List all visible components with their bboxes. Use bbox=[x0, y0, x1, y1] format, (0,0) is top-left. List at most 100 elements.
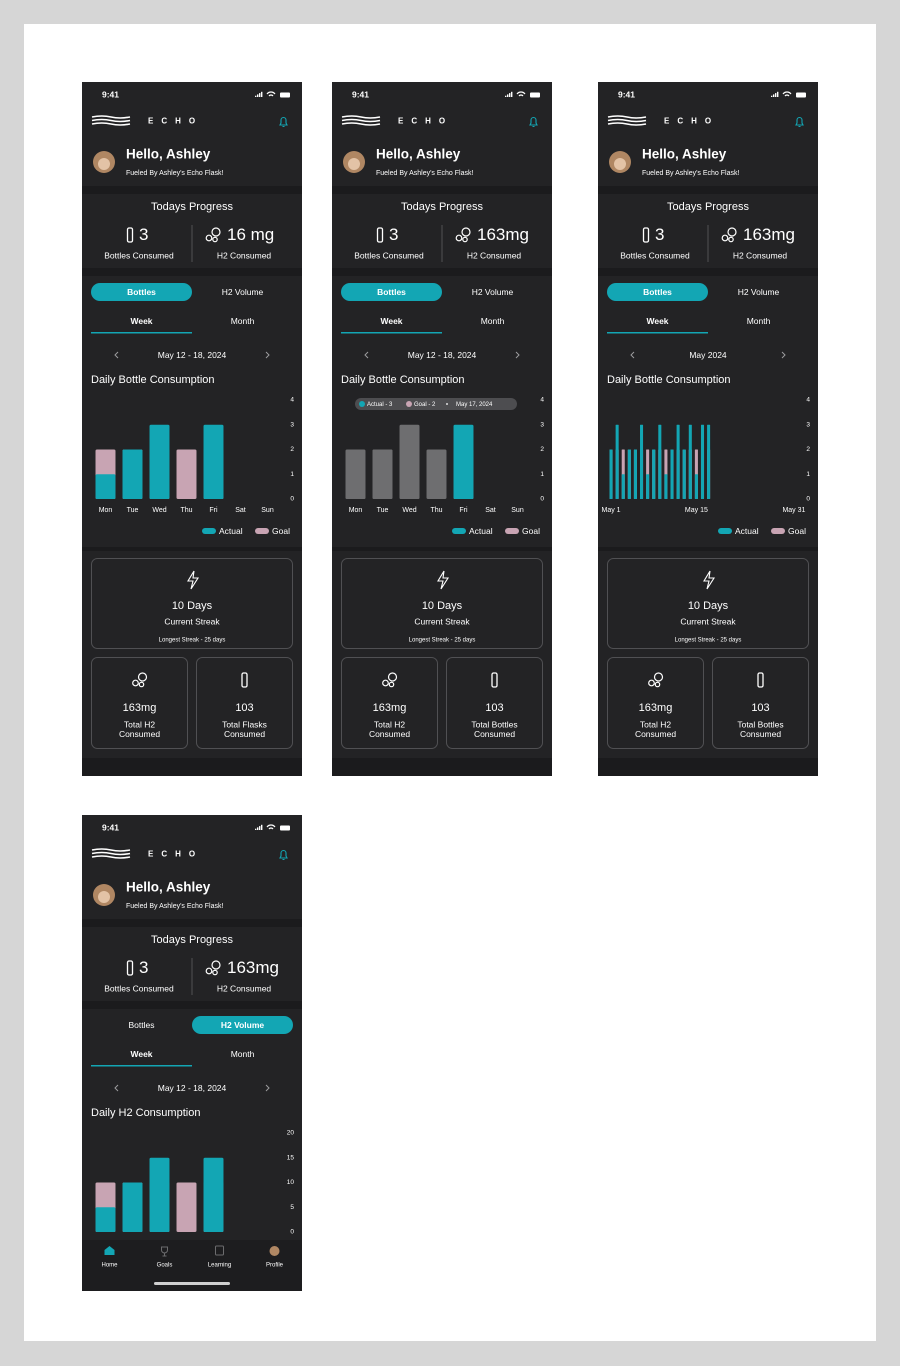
x-tick-label: Sun bbox=[261, 507, 274, 514]
brand: ECHO bbox=[664, 117, 719, 126]
bubble-icon bbox=[648, 679, 655, 687]
y-tick-label: 3 bbox=[540, 421, 544, 428]
stat-label: Total H2 bbox=[640, 719, 671, 729]
logo-wave bbox=[607, 118, 647, 123]
chart-title: Daily Bottle Consumption bbox=[91, 374, 215, 386]
bubble-icon bbox=[455, 234, 463, 242]
stat-label: Consumed bbox=[474, 729, 515, 739]
y-tick-label: 15 bbox=[287, 1154, 295, 1161]
h2-amount: 163mg bbox=[477, 225, 529, 244]
x-tick-label: Tue bbox=[377, 507, 389, 514]
y-tick-label: 0 bbox=[540, 496, 544, 503]
y-tick-label: 20 bbox=[287, 1130, 295, 1137]
battery-icon bbox=[796, 92, 806, 98]
tooltip-actual: Actual - 3 bbox=[367, 402, 393, 408]
period-label: Week bbox=[130, 316, 152, 326]
prev-arrow[interactable] bbox=[364, 351, 369, 359]
tab-pill[interactable] bbox=[607, 283, 708, 301]
bell-icon[interactable] bbox=[529, 116, 538, 128]
bottom-strip bbox=[332, 758, 552, 776]
bell-icon[interactable] bbox=[279, 116, 288, 128]
status-time: 9:41 bbox=[352, 89, 369, 99]
nav-label: Profile bbox=[266, 1263, 284, 1269]
y-tick-label: 5 bbox=[290, 1204, 294, 1211]
stat-label: Total Bottles bbox=[737, 719, 783, 729]
greeting-subtitle: Fueled By Ashley's Echo Flask! bbox=[126, 903, 223, 910]
tab-label: H2 Volume bbox=[738, 287, 780, 297]
y-tick-label: 2 bbox=[540, 446, 544, 453]
tab-pill[interactable] bbox=[341, 283, 442, 301]
tab-label: Bottles bbox=[377, 287, 406, 297]
next-arrow[interactable] bbox=[515, 351, 520, 359]
y-tick-label: 0 bbox=[290, 1229, 294, 1236]
bar bbox=[95, 1207, 116, 1232]
progress-title: Todays Progress bbox=[151, 201, 233, 213]
brand: ECHO bbox=[398, 117, 453, 126]
bell-icon[interactable] bbox=[795, 116, 804, 128]
prev-arrow[interactable] bbox=[630, 351, 635, 359]
section-divider bbox=[598, 268, 818, 276]
greeting-subtitle: Fueled By Ashley's Echo Flask! bbox=[126, 170, 223, 177]
tooltip-background bbox=[355, 398, 517, 410]
next-arrow[interactable] bbox=[265, 351, 270, 359]
greeting: Hello, Ashley bbox=[126, 147, 211, 162]
section-divider bbox=[598, 186, 818, 194]
nav-label: Learning bbox=[208, 1263, 231, 1269]
bottles-label: Bottles Consumed bbox=[620, 250, 690, 260]
bottle-icon bbox=[126, 960, 134, 976]
bar bbox=[203, 1157, 224, 1232]
x-tick-label: May 1 bbox=[602, 507, 621, 514]
wifi-icon bbox=[266, 824, 276, 830]
prev-arrow[interactable] bbox=[114, 351, 119, 359]
x-tick-label: May 15 bbox=[685, 507, 708, 514]
stat-card bbox=[91, 657, 188, 749]
section-divider bbox=[332, 268, 552, 276]
logo-wave bbox=[91, 855, 131, 859]
legend-swatch bbox=[718, 528, 732, 534]
bottles-label: Bottles Consumed bbox=[104, 983, 174, 993]
tooltip-swatch bbox=[406, 401, 412, 407]
next-arrow[interactable] bbox=[265, 1084, 270, 1092]
wifi-icon bbox=[782, 91, 792, 97]
stat-value: 103 bbox=[751, 702, 769, 714]
bubble-icon bbox=[211, 960, 221, 970]
bar bbox=[399, 424, 420, 499]
bubble-icon bbox=[721, 234, 729, 242]
next-arrow[interactable] bbox=[781, 351, 786, 359]
signal-bar bbox=[771, 95, 773, 97]
period-label: Week bbox=[646, 316, 668, 326]
stat-label: Total H2 bbox=[374, 719, 405, 729]
tab-label: H2 Volume bbox=[221, 1020, 265, 1030]
bar bbox=[658, 424, 662, 499]
bubble-icon bbox=[212, 969, 218, 976]
x-tick-label: May 31 bbox=[782, 507, 805, 514]
period-label: Month bbox=[231, 1049, 255, 1059]
period-label: Week bbox=[380, 316, 402, 326]
signal-bar bbox=[505, 95, 507, 97]
chart-title: Daily Bottle Consumption bbox=[607, 374, 731, 386]
tab-label: Bottles bbox=[643, 287, 672, 297]
logo-wave bbox=[607, 115, 647, 119]
x-tick-label: Sun bbox=[511, 507, 524, 514]
tab-pill[interactable] bbox=[192, 1016, 293, 1034]
bar bbox=[149, 1157, 170, 1232]
bell-icon[interactable] bbox=[279, 849, 288, 861]
h2-label: H2 Consumed bbox=[217, 983, 272, 993]
bubble-icon bbox=[205, 967, 213, 975]
prev-arrow[interactable] bbox=[114, 1084, 119, 1092]
bolt-icon bbox=[187, 570, 200, 590]
progress-title: Todays Progress bbox=[667, 201, 749, 213]
status-time: 9:41 bbox=[102, 89, 119, 99]
bar bbox=[682, 449, 686, 499]
logo-wave bbox=[341, 115, 381, 119]
wifi-icon bbox=[266, 91, 276, 97]
logo-wave bbox=[91, 118, 131, 123]
tab-pill[interactable] bbox=[91, 283, 192, 301]
stat-value: 103 bbox=[485, 702, 503, 714]
bottle-icon bbox=[126, 227, 134, 243]
logo-wave bbox=[91, 848, 131, 852]
stat-value: 163mg bbox=[373, 702, 407, 714]
bubble-icon bbox=[728, 236, 734, 243]
y-tick-label: 3 bbox=[806, 421, 810, 428]
